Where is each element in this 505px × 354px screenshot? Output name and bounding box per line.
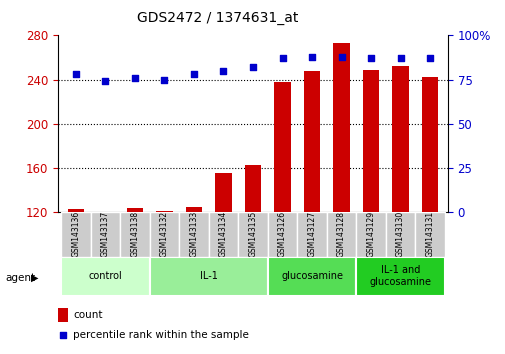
Text: GSM143129: GSM143129	[366, 211, 375, 257]
Bar	[127, 208, 143, 212]
Bar	[179, 212, 208, 257]
Text: IL-1: IL-1	[199, 271, 217, 281]
Bar	[297, 212, 326, 257]
Text: GSM143136: GSM143136	[71, 211, 80, 257]
Point	[72, 72, 80, 77]
Point	[59, 332, 67, 338]
Text: GSM143128: GSM143128	[336, 211, 345, 257]
Text: GSM143133: GSM143133	[189, 211, 198, 257]
Point	[160, 77, 168, 82]
Bar	[362, 70, 378, 212]
Point	[131, 75, 139, 81]
Bar	[120, 212, 149, 257]
Text: GSM143130: GSM143130	[395, 211, 405, 257]
Bar	[215, 172, 231, 212]
Text: GSM143126: GSM143126	[277, 211, 286, 257]
Bar	[421, 78, 437, 212]
Bar	[415, 212, 444, 257]
Text: count: count	[73, 310, 103, 320]
Point	[101, 79, 109, 84]
Bar	[58, 308, 68, 321]
Point	[425, 56, 433, 61]
Text: GSM143138: GSM143138	[130, 211, 139, 257]
Point	[278, 56, 286, 61]
Text: ▶: ▶	[31, 273, 38, 283]
Bar	[244, 165, 261, 212]
Point	[366, 56, 374, 61]
Bar	[149, 212, 179, 257]
Bar	[274, 82, 290, 212]
Bar	[238, 212, 267, 257]
Text: GSM143127: GSM143127	[307, 211, 316, 257]
Text: GSM143131: GSM143131	[425, 211, 434, 257]
Bar	[392, 67, 408, 212]
Text: GSM143132: GSM143132	[160, 211, 169, 257]
Text: glucosamine: glucosamine	[280, 271, 342, 281]
Bar	[97, 212, 113, 213]
Text: GSM143134: GSM143134	[219, 211, 228, 257]
Bar	[385, 212, 415, 257]
Text: IL-1 and
glucosamine: IL-1 and glucosamine	[369, 265, 431, 287]
Text: agent: agent	[5, 273, 35, 283]
Point	[308, 54, 316, 59]
Bar	[304, 71, 320, 212]
Text: percentile rank within the sample: percentile rank within the sample	[73, 330, 248, 340]
Bar	[333, 43, 349, 212]
Bar	[185, 207, 201, 212]
Point	[337, 54, 345, 59]
Bar	[267, 257, 356, 296]
Bar	[61, 257, 149, 296]
Bar	[208, 212, 238, 257]
Point	[248, 64, 257, 70]
Text: GSM143135: GSM143135	[248, 211, 257, 257]
Bar	[156, 211, 172, 212]
Bar	[326, 212, 356, 257]
Point	[219, 68, 227, 74]
Bar	[356, 212, 385, 257]
Bar	[68, 209, 84, 212]
Bar	[149, 257, 267, 296]
Text: GDS2472 / 1374631_at: GDS2472 / 1374631_at	[137, 11, 297, 25]
Bar	[90, 212, 120, 257]
Point	[396, 56, 404, 61]
Point	[189, 72, 197, 77]
Bar	[61, 212, 90, 257]
Bar	[356, 257, 444, 296]
Text: control: control	[88, 271, 122, 281]
Bar	[267, 212, 296, 257]
Text: GSM143137: GSM143137	[100, 211, 110, 257]
